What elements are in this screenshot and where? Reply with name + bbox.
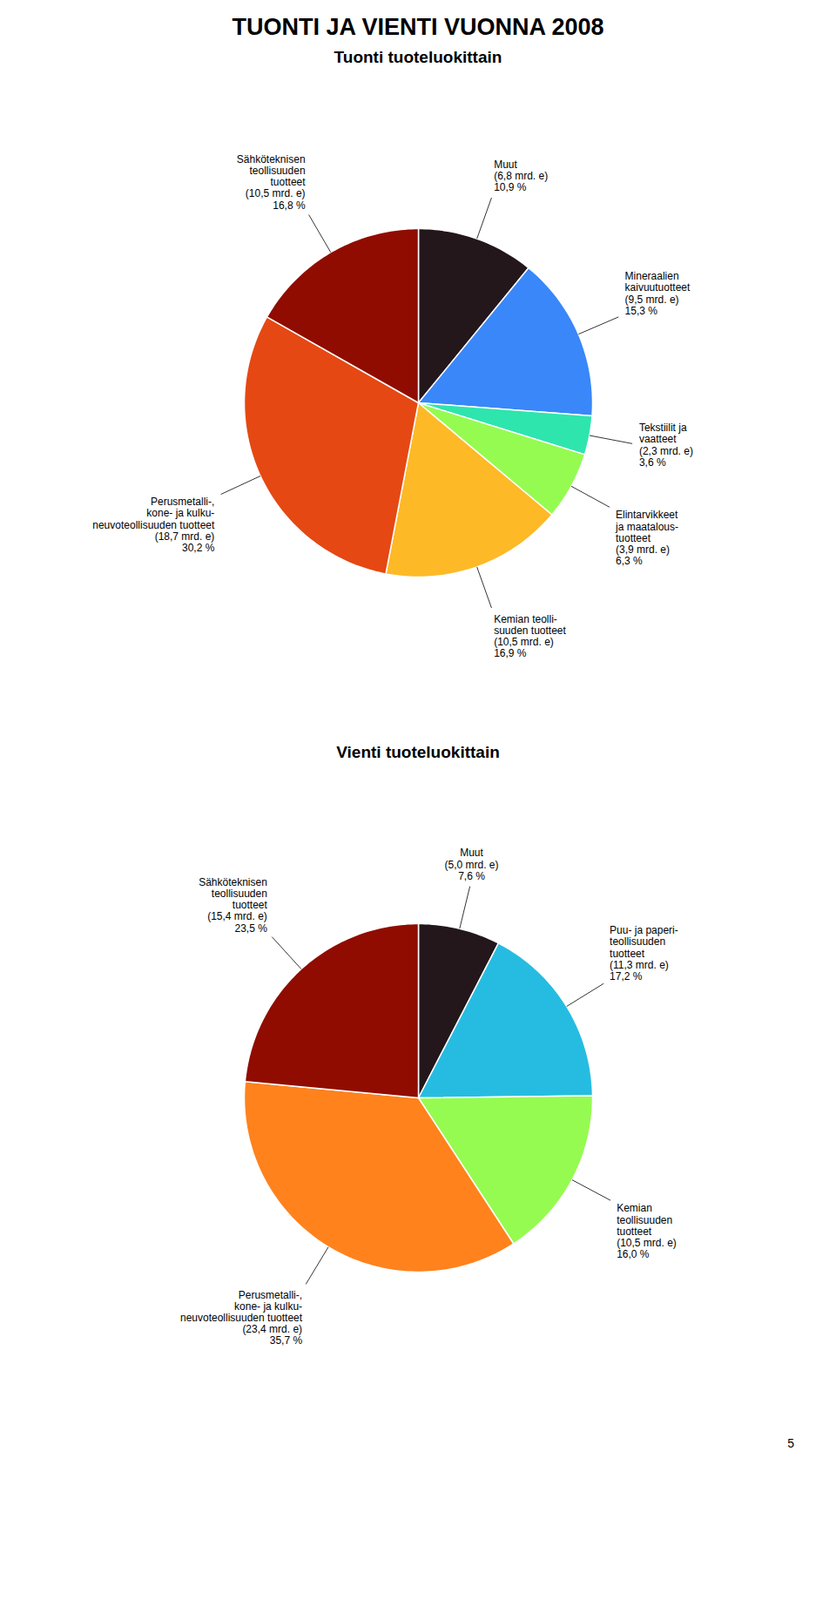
svg-text:Muut(6,8 mrd. e)10,9 %6.8: Muut(6,8 mrd. e)10,9 %6.8 <box>493 158 548 194</box>
html-text:Vienti tuoteluokittain: Vienti tuoteluokittain <box>336 742 500 762</box>
svg-text:Perusmetalli-,kone- ja kulku-n: Perusmetalli-,kone- ja kulku-neuvoteolli… <box>180 1288 304 1348</box>
svg-text:Elintarvikkeetja maatalous-tuo: Elintarvikkeetja maatalous-tuotteet(3,9 … <box>614 508 679 567</box>
html-text:Tuonti tuoteluokittain: Tuonti tuoteluokittain <box>334 47 502 67</box>
svg-text:Sähköteknisenteollisuudentuott: Sähköteknisenteollisuudentuotteet(10,5 m… <box>236 153 306 212</box>
svg-text:Kemianteollisuudentuotteet(10,: Kemianteollisuudentuotteet(10,5 mrd. e)1… <box>616 1201 677 1261</box>
svg-text:Mineraalienkaivuutuotteet(9,5: Mineraalienkaivuutuotteet(9,5 mrd. e)15,… <box>625 269 691 317</box>
svg-text:Kemian teolli-suuden tuotteet(: Kemian teolli-suuden tuotteet(10,5 mrd. … <box>493 613 567 661</box>
svg-text:Tekstiilit javaatteet(2,3 mrd.: Tekstiilit javaatteet(2,3 mrd. e)3,6 %2.… <box>639 421 694 469</box>
html-text:TUONTI JA VIENTI VUONNA 2008: TUONTI JA VIENTI VUONNA 2008 <box>232 13 604 41</box>
svg-text:Puu- ja paperi-teollisuudentuo: Puu- ja paperi-teollisuudentuotteet(11,3… <box>609 923 679 983</box>
svg-text:Perusmetalli-,kone- ja kulku-n: Perusmetalli-,kone- ja kulku-neuvoteolli… <box>92 495 216 554</box>
html-text:5: 5 <box>787 1436 795 1450</box>
svg-text:Sähköteknisenteollisuudentuott: Sähköteknisenteollisuudentuotteet(15,4 m… <box>198 876 268 935</box>
svg-text:Muut(5,0 mrd. e)7,6 %5: Muut(5,0 mrd. e)7,6 %5 <box>444 846 499 882</box>
